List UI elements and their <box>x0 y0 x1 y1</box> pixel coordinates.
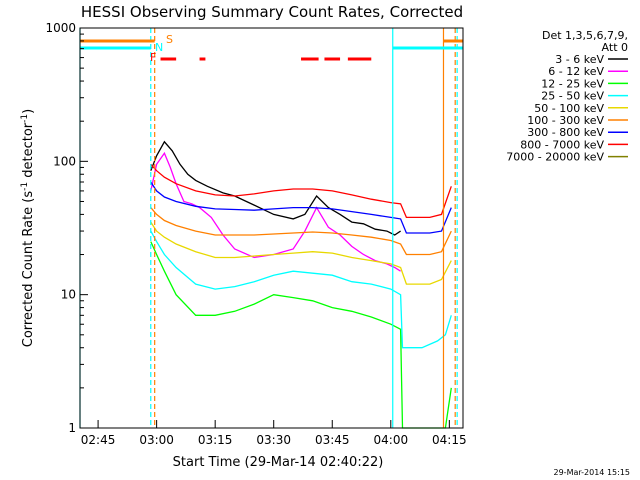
plot-timestamp: 29-Mar-2014 15:15 <box>554 468 631 477</box>
y-axis-label-main: Corrected Count Rate (s <box>21 191 36 348</box>
annotation-n: N <box>155 41 163 54</box>
legend-label-5: 100 - 300 keV <box>527 114 604 127</box>
legend-label-1: 6 - 12 keV <box>548 65 604 78</box>
chart-title: HESSI Observing Summary Count Rates, Cor… <box>81 3 463 21</box>
legend-title-1: Det 1,3,5,6,7,9, <box>542 29 628 42</box>
annotation-s: S <box>166 33 173 46</box>
legend-label-3: 25 - 50 keV <box>541 90 604 103</box>
x-tick-label-3: 03:30 <box>256 433 291 447</box>
y-axis-label-sup1: -1 <box>20 182 30 191</box>
legend-label-8: 7000 - 20000 keV <box>506 151 604 164</box>
y-axis-label-mid: detector <box>21 122 36 182</box>
series-line-2 <box>150 241 452 429</box>
x-tick-label-1: 03:00 <box>139 433 174 447</box>
series-line-5 <box>150 207 452 256</box>
plot-lines <box>150 140 452 429</box>
x-tick-label-2: 03:15 <box>198 433 233 447</box>
x-axis-label: Start Time (29-Mar-14 02:40:22) <box>173 455 384 470</box>
series-line-6 <box>150 181 452 234</box>
x-tick-label-0: 02:45 <box>81 433 116 447</box>
y-axis-label-sup2: -1 <box>20 114 30 123</box>
y-axis-label-end: ) <box>21 109 36 114</box>
legend-label-6: 300 - 800 keV <box>527 126 604 139</box>
series-line-1 <box>150 151 401 272</box>
x-axis: 02:45 03:00 03:15 03:30 03:45 04:00 04:15 <box>81 420 467 447</box>
series-line-0 <box>150 140 401 236</box>
x-tick-label-5: 04:00 <box>374 433 409 447</box>
series-line-3 <box>150 230 452 349</box>
y-tick-label-2: 100 <box>53 154 76 168</box>
x-tick-label-4: 03:45 <box>315 433 350 447</box>
series-line-4 <box>150 221 452 285</box>
legend-label-7: 800 - 7000 keV <box>520 138 604 151</box>
y-tick-label-3: 1000 <box>45 21 76 35</box>
annotation-f: F <box>150 51 156 64</box>
legend-label-0: 3 - 6 keV <box>555 53 604 66</box>
state-bars <box>80 39 463 61</box>
y-tick-label-0: 1 <box>68 421 76 435</box>
y-tick-label-1: 10 <box>61 288 76 302</box>
plot-frame <box>79 27 464 429</box>
legend-label-2: 12 - 25 keV <box>541 77 604 90</box>
x-tick-label-6: 04:15 <box>432 433 467 447</box>
y-axis-label: Corrected Count Rate (s-1 detector-1) <box>20 109 36 347</box>
legend-label-4: 50 - 100 keV <box>534 102 604 115</box>
vertical-markers <box>79 28 458 428</box>
y-axis: 1 10 100 1000 <box>45 21 88 435</box>
series-line-7 <box>150 163 452 219</box>
legend-title-2: Att 0 <box>602 41 628 54</box>
